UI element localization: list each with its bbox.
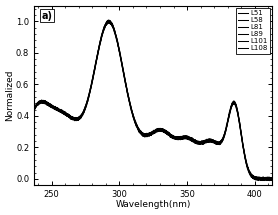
- L58: [113, 31, 116, 33]
- L81: [73, 118, 76, 120]
- L101: [107, 19, 111, 22]
- L58: [107, 21, 110, 23]
- Legend: L51, L58, L81, L89, L101, L108: L51, L58, L81, L89, L101, L108: [236, 8, 270, 54]
- L108: [113, 29, 116, 32]
- Line: L81: L81: [34, 21, 272, 180]
- L81: [113, 31, 116, 33]
- L108: [259, 177, 262, 180]
- L81: [64, 113, 67, 115]
- L58: [136, 127, 139, 130]
- L108: [107, 19, 111, 21]
- L101: [64, 112, 67, 114]
- L58: [33, 108, 36, 111]
- Line: L58: L58: [34, 22, 272, 180]
- L58: [271, 178, 274, 181]
- L51: [33, 109, 36, 111]
- Y-axis label: Normalized: Normalized: [6, 70, 14, 121]
- Line: L51: L51: [34, 23, 272, 181]
- L81: [108, 20, 111, 23]
- L51: [270, 180, 274, 182]
- L51: [136, 128, 139, 131]
- L101: [113, 29, 116, 32]
- L101: [158, 128, 161, 131]
- L51: [73, 118, 76, 121]
- L101: [163, 129, 166, 131]
- L58: [64, 114, 67, 116]
- L101: [265, 177, 269, 180]
- L51: [158, 130, 161, 132]
- L101: [33, 107, 36, 110]
- L89: [271, 177, 274, 180]
- L89: [73, 117, 76, 120]
- L108: [163, 129, 166, 131]
- X-axis label: Wavelength(nm): Wavelength(nm): [116, 200, 191, 209]
- L81: [268, 178, 271, 181]
- L101: [271, 177, 274, 179]
- L58: [158, 129, 161, 132]
- L108: [64, 111, 67, 114]
- L81: [163, 130, 166, 133]
- L51: [113, 31, 116, 34]
- L108: [136, 125, 139, 128]
- L58: [265, 179, 268, 181]
- L51: [107, 21, 110, 24]
- L101: [136, 126, 139, 128]
- L51: [163, 131, 166, 134]
- L51: [64, 114, 67, 117]
- Line: L108: L108: [34, 20, 272, 178]
- L101: [73, 117, 76, 119]
- L89: [266, 178, 270, 180]
- L108: [33, 107, 36, 109]
- L89: [33, 107, 36, 110]
- L89: [113, 29, 116, 32]
- L89: [158, 128, 161, 131]
- Line: L89: L89: [34, 21, 272, 179]
- Line: L101: L101: [34, 20, 272, 179]
- L81: [136, 127, 139, 129]
- L51: [271, 179, 274, 181]
- L108: [271, 176, 274, 179]
- Text: a): a): [41, 11, 52, 21]
- L81: [271, 178, 274, 180]
- L89: [64, 112, 67, 115]
- L89: [107, 20, 111, 22]
- L58: [163, 130, 166, 133]
- L89: [163, 130, 166, 132]
- L108: [73, 117, 76, 119]
- L81: [158, 128, 161, 131]
- L81: [33, 108, 36, 111]
- L58: [73, 119, 76, 121]
- L89: [136, 126, 139, 129]
- L108: [158, 127, 161, 130]
